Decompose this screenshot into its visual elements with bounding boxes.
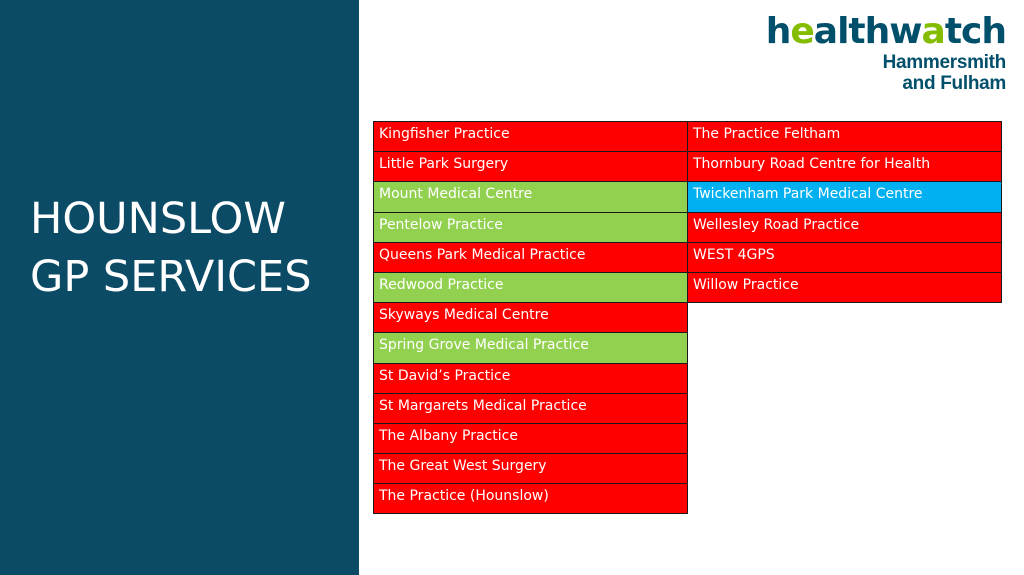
practice-cell: Kingfisher Practice [374, 122, 688, 153]
practice-cell: Spring Grove Medical Practice [374, 333, 688, 364]
practice-cell: Skyways Medical Centre [374, 303, 688, 334]
practice-cell: WEST 4GPS [688, 242, 1002, 273]
practice-cell: St David’s Practice [374, 363, 688, 394]
practice-cell: The Practice Feltham [688, 122, 1002, 153]
logo-line-1: Hammersmith [882, 52, 1007, 73]
practice-cell: Little Park Surgery [374, 152, 688, 183]
practice-cell: Queens Park Medical Practice [374, 242, 688, 273]
practice-cell: The Albany Practice [374, 423, 688, 455]
practice-cell: Thornbury Road Centre for Health [688, 152, 1002, 183]
practice-cell: Redwood Practice [374, 272, 688, 304]
practice-table-left: Kingfisher Practice Little Park Surgery Mo… [373, 121, 688, 515]
slide-title: HOUNSLOW GP SERVICES [30, 190, 312, 306]
practice-cell: The Great West Surgery [374, 454, 688, 485]
logo-line-2: and Fulham [902, 73, 1006, 94]
title-line-1: HOUNSLOW [30, 194, 286, 244]
title-panel: HOUNSLOW GP SERVICES [0, 0, 359, 575]
title-line-2: GP SERVICES [30, 252, 312, 302]
practice-cell: Pentelow Practice [374, 212, 688, 243]
practice-cell: Mount Medical Centre [374, 182, 688, 213]
healthwatch-logo: healthwatch Hammersmith and Fulham [765, 11, 1007, 95]
practice-cell: St Margarets Medical Practice [374, 393, 688, 424]
logo-wordmark: healthwatch [765, 11, 1007, 52]
practice-cell: Wellesley Road Practice [688, 212, 1002, 243]
practice-cell: Twickenham Park Medical Centre [688, 182, 1002, 213]
practice-table-right: The Practice Feltham Thornbury Road Centr… [687, 121, 1002, 304]
practice-cell: The Practice (Hounslow) [374, 484, 688, 515]
practice-cell: Willow Practice [688, 272, 1002, 304]
